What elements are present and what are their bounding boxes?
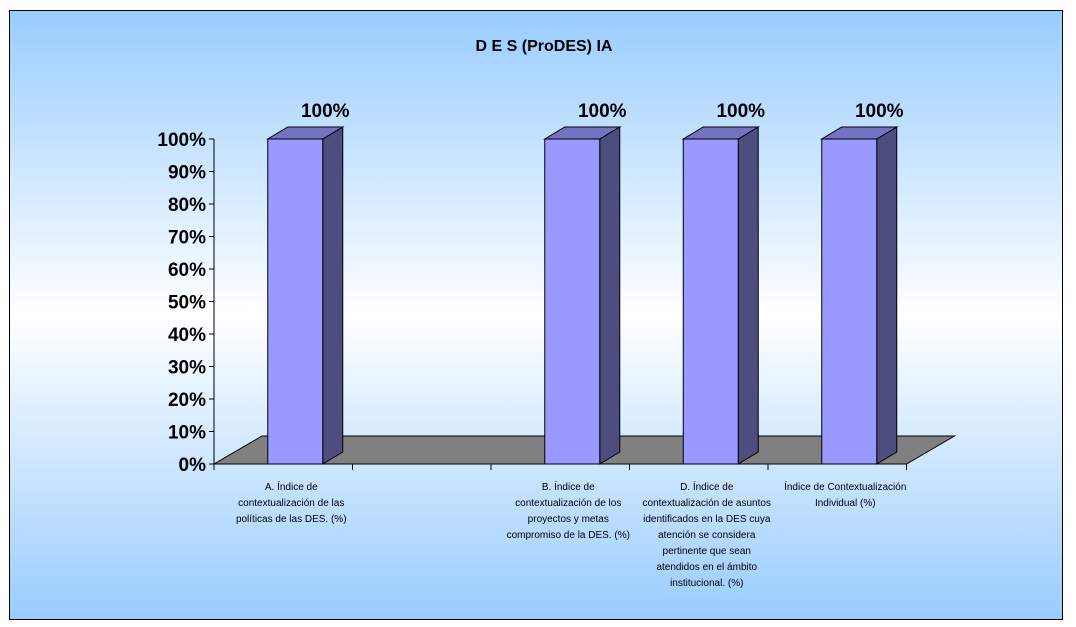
y-tick-label: 10% xyxy=(168,423,206,444)
data-label: 100% xyxy=(578,101,627,122)
y-tick-label: 50% xyxy=(168,293,206,314)
bar xyxy=(821,138,878,465)
category-label: contextualización de los xyxy=(515,498,621,509)
category-label: institucional. (%) xyxy=(670,578,743,589)
bar xyxy=(267,138,324,465)
category-label: Individual (%) xyxy=(815,498,876,509)
bar-side-face xyxy=(876,126,898,465)
bar xyxy=(544,138,601,465)
category-label: compromiso de la DES. (%) xyxy=(507,530,630,541)
plot-area: 0% 10% 20% 30% 40% 50% 60% 70% 80% 90% 100% 100% 100… xyxy=(157,101,957,589)
category-label: A. Índice de xyxy=(265,480,318,493)
chart-title: D E S (ProDES) IA xyxy=(476,38,613,55)
category-label: proyectos y metas xyxy=(528,514,609,525)
chart-svg: D E S (ProDES) IA 0% 10% 20% 30% 40% 50% 60% 70… xyxy=(10,11,1062,619)
chart-background xyxy=(10,11,1062,619)
y-tick-label: 90% xyxy=(168,163,206,184)
category-label: Índice de Contextualización xyxy=(784,480,906,493)
y-tick-label: 30% xyxy=(168,358,206,379)
y-tick-label: 70% xyxy=(168,228,206,249)
y-tick-label: 20% xyxy=(168,390,206,411)
bar-side-face xyxy=(599,126,621,465)
category-label: contextualización de las xyxy=(238,498,344,509)
data-label: 100% xyxy=(855,101,904,122)
y-tick-label: 40% xyxy=(168,325,206,346)
chart-frame: D E S (ProDES) IA 0% 10% 20% 30% 40% 50% 60% 70… xyxy=(9,10,1063,620)
y-tick-label: 60% xyxy=(168,260,206,281)
category-label: identificados en la DES cuya xyxy=(643,514,771,525)
data-label: 100% xyxy=(716,101,765,122)
y-tick-label: 80% xyxy=(168,195,206,216)
category-label: atendidos en el ámbito xyxy=(656,562,757,573)
category-label: pertinente que sean xyxy=(663,546,751,557)
category-label: atención se considera xyxy=(658,530,756,541)
bar-side-face xyxy=(737,126,759,465)
category-label: B. Índice de xyxy=(542,480,595,493)
category-label: políticas de las DES. (%) xyxy=(236,514,347,525)
bar-side-face xyxy=(322,126,344,465)
category-label: D. Índice de xyxy=(680,480,734,493)
y-tick-label: 0% xyxy=(179,455,207,476)
data-label: 100% xyxy=(301,101,350,122)
y-tick-label: 100% xyxy=(157,130,206,151)
category-label: contextualización de asuntos xyxy=(643,498,771,509)
bar xyxy=(682,138,739,465)
